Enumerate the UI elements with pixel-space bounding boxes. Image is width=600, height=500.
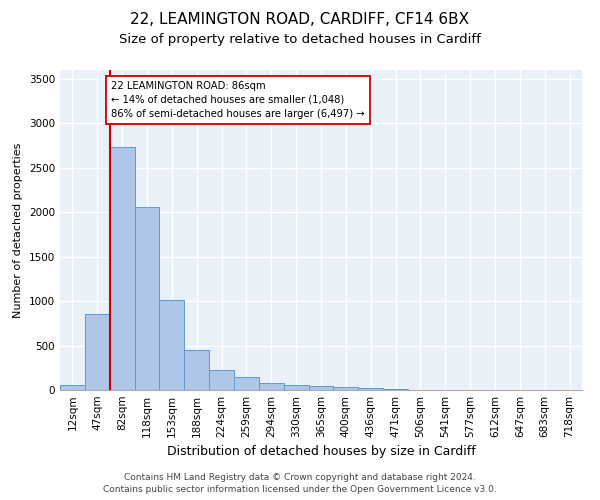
- Text: 22, LEAMINGTON ROAD, CARDIFF, CF14 6BX: 22, LEAMINGTON ROAD, CARDIFF, CF14 6BX: [130, 12, 470, 28]
- Text: Contains HM Land Registry data © Crown copyright and database right 2024.
Contai: Contains HM Land Registry data © Crown c…: [103, 472, 497, 494]
- Bar: [184, 350, 209, 390]
- Bar: [334, 387, 358, 390]
- Bar: [259, 383, 284, 390]
- Bar: [85, 314, 110, 390]
- Bar: [134, 207, 160, 390]
- Bar: [308, 386, 334, 390]
- Bar: [358, 388, 383, 390]
- Bar: [110, 148, 134, 390]
- Bar: [284, 384, 308, 390]
- Text: Size of property relative to detached houses in Cardiff: Size of property relative to detached ho…: [119, 32, 481, 46]
- Bar: [383, 389, 408, 390]
- Text: 22 LEAMINGTON ROAD: 86sqm
← 14% of detached houses are smaller (1,048)
86% of se: 22 LEAMINGTON ROAD: 86sqm ← 14% of detac…: [111, 80, 365, 118]
- Y-axis label: Number of detached properties: Number of detached properties: [13, 142, 23, 318]
- X-axis label: Distribution of detached houses by size in Cardiff: Distribution of detached houses by size …: [167, 446, 475, 458]
- Bar: [160, 300, 184, 390]
- Bar: [60, 384, 85, 390]
- Bar: [209, 370, 234, 390]
- Bar: [234, 376, 259, 390]
